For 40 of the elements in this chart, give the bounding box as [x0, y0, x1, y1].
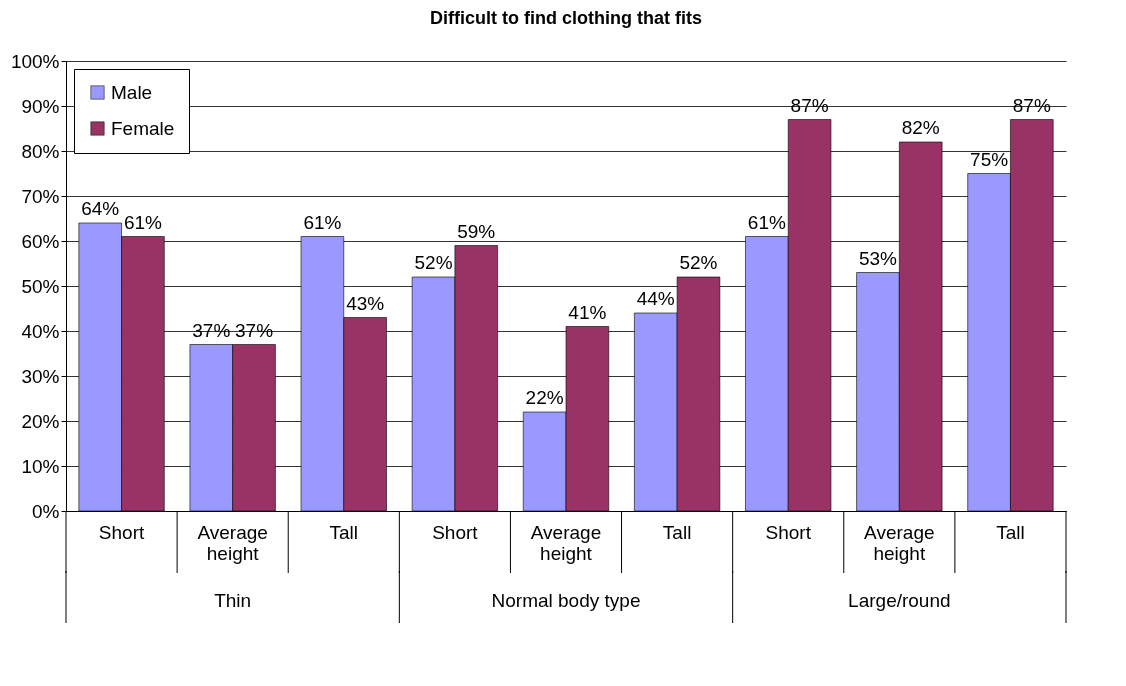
x-tick-label: Tall: [662, 521, 692, 543]
x-tick-label: Short: [765, 521, 812, 543]
y-tick-label: 90%: [21, 95, 60, 117]
chart-title: Difficult to find clothing that fits: [430, 8, 702, 28]
y-tick-label: 30%: [21, 365, 60, 387]
data-label: 75%: [970, 148, 1009, 170]
data-label: 61%: [747, 211, 786, 233]
x-tick-label: Average height: [864, 521, 935, 564]
text: Large/round: [848, 590, 951, 611]
legend-label: Female: [111, 117, 175, 139]
y-tick-label: 80%: [21, 140, 60, 162]
y-tick-label: 20%: [21, 410, 60, 432]
data-label: 41%: [568, 301, 607, 323]
y-tick-label: 100%: [10, 50, 60, 72]
data-label: 61%: [303, 211, 342, 233]
data-label: 59%: [457, 220, 496, 242]
data-label: 61%: [123, 211, 163, 233]
data-label: 52%: [679, 252, 718, 273]
x-tick-label: Short: [98, 521, 145, 543]
x-tick-label: Tall: [329, 521, 359, 543]
x-tick-label: Average height: [197, 521, 268, 564]
y-tick-label: 70%: [21, 185, 60, 207]
x-tick-label: Tall: [996, 521, 1025, 543]
y-tick-label: 60%: [21, 230, 60, 252]
data-label: 82%: [901, 117, 940, 138]
text: Thin: [214, 590, 252, 611]
data-label: 64%: [81, 198, 120, 219]
x-tick-label: Average height: [530, 521, 602, 564]
text: Normal body type: [491, 590, 641, 611]
data-label: 52%: [414, 252, 453, 273]
y-tick-label: 50%: [21, 275, 60, 297]
data-label: 43%: [346, 292, 385, 314]
y-tick-label: 0%: [32, 500, 60, 522]
y-tick-label: 10%: [21, 455, 60, 477]
data-label: 22%: [525, 387, 564, 408]
y-tick-label: 40%: [21, 320, 60, 342]
x-tick-label: Short: [432, 521, 479, 543]
data-label: 44%: [636, 288, 675, 309]
legend-label: Male: [111, 81, 153, 103]
data-label: 53%: [858, 247, 898, 269]
